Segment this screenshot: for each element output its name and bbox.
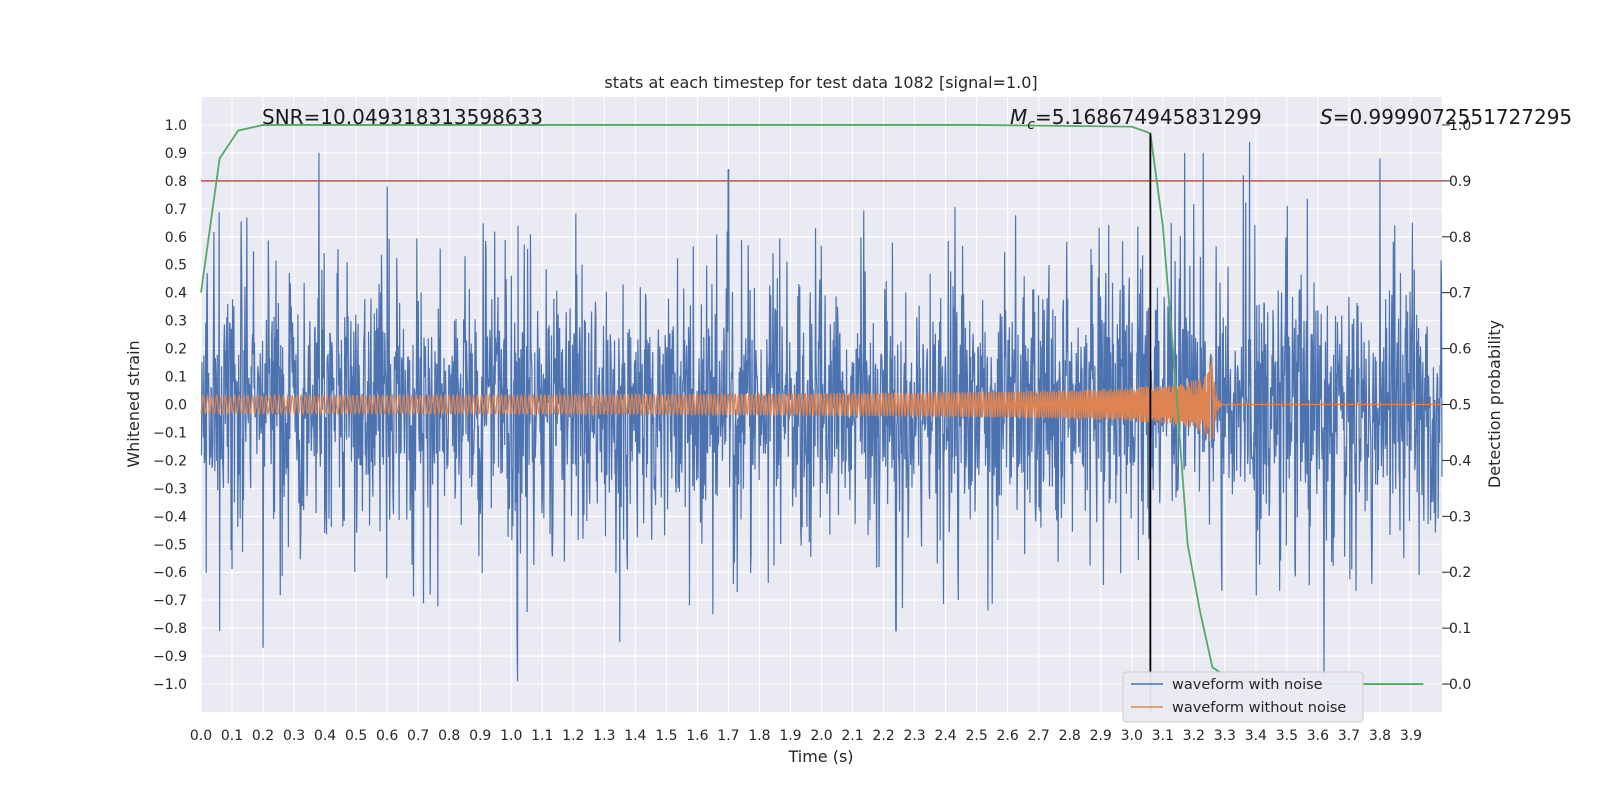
chart-title: stats at each timestep for test data 108… [604,73,1037,92]
x-tick-label: 3.0 [1121,728,1143,744]
y2-tick-label: 0.4 [1449,453,1471,469]
series-waveform-with-noise [200,141,1443,682]
x-tick-label: 3.6 [1307,728,1329,744]
y-tick-label: −0.4 [153,509,187,525]
y-tick-label: 0.1 [165,370,187,386]
y2-tick-label: 0.2 [1449,565,1471,581]
snr-annotation: SNR=10.049318313598633 [262,105,543,129]
chirp-mass-value: =5.168674945831299 [1035,105,1262,129]
x-tick-label: 2.3 [903,728,925,744]
x-axis-label: Time (s) [787,747,853,766]
x-tick-label: 0.0 [190,728,212,744]
x-tick-labels: 0.0 0.1 0.2 0.3 0.4 0.5 0.6 0.7 0.8 0.9 1.0 1.1 1.2 1… [190,728,1422,744]
x-tick-label: 2.5 [965,728,987,744]
x-tick-label: 0.4 [314,728,336,744]
x-tick-label: 3.2 [1183,728,1205,744]
y2-tick-label: 0.1 [1449,621,1471,637]
x-tick-label: 1.9 [779,728,801,744]
y2-tick-label: 1.0 [1449,118,1471,134]
x-tick-label: 1.7 [717,728,739,744]
x-tick-label: 1.5 [655,728,677,744]
x-tick-label: 2.8 [1059,728,1081,744]
x-tick-label: 0.9 [469,728,491,744]
x-tick-label: 0.5 [345,728,367,744]
x-tick-label: 2.6 [997,728,1019,744]
legend-label-noise: waveform with noise [1172,677,1323,693]
y-tick-label: 0.0 [165,398,187,414]
y-tick-label: 0.3 [165,314,187,330]
y-tick-label: 1.0 [165,118,187,134]
chirp-mass-subscript: c [1027,117,1035,133]
x-tick-label: 1.0 [500,728,522,744]
x-tick-label: 3.3 [1214,728,1236,744]
y-tick-label: 0.6 [165,230,187,246]
y2-tick-label: 0.9 [1449,174,1471,190]
x-tick-label: 0.6 [376,728,398,744]
score-annotation: S=0.9999072551727295 [1320,105,1572,129]
x-tick-label: 1.8 [748,728,770,744]
x-tick-label: 1.3 [593,728,615,744]
y-tick-label: −0.6 [153,565,187,581]
y-tick-label: −1.0 [153,677,187,693]
line-waveform-without-noise [200,356,1442,442]
y-tick-label: 0.9 [165,146,187,162]
y-tick-label: −0.8 [153,621,187,637]
x-tick-label: 2.1 [841,728,863,744]
x-tick-label: 2.0 [810,728,832,744]
x-tick-label: 1.6 [686,728,708,744]
y-tick-label: 0.2 [165,342,187,358]
y2-tick-label: 0.0 [1449,677,1471,693]
x-tick-label: 3.9 [1400,728,1422,744]
legend-label-clean: waveform without noise [1172,700,1346,716]
y-tick-label: −0.9 [153,649,187,665]
series-waveform-without-noise [200,356,1442,442]
x-tick-label: 0.1 [221,728,243,744]
x-tick-label: 0.7 [407,728,429,744]
chirp-mass-annotation: Mc=5.168674945831299 [1010,105,1262,133]
y-tick-labels: 1.0 0.9 0.8 0.7 0.6 0.5 0.4 0.3 0.2 0.1 0.0 −0.1 −0.… [153,118,187,693]
y2-axis-label: Detection probability [1485,320,1504,488]
x-tick-label: 3.8 [1369,728,1391,744]
y-tick-label: 0.4 [165,286,187,302]
x-tick-label: 2.7 [1028,728,1050,744]
y2-tick-label: 0.7 [1449,286,1471,302]
x-tick-label: 0.2 [252,728,274,744]
x-tick-label: 1.4 [624,728,646,744]
y-tick-label: 0.8 [165,174,187,190]
y-tick-label: 0.7 [165,202,187,218]
y2-tick-label: 0.8 [1449,230,1471,246]
x-tick-label: 3.1 [1152,728,1174,744]
legend: waveform with noise waveform without noi… [1122,671,1364,723]
y2-tick-label: 0.3 [1449,509,1471,525]
y-tick-label: −0.5 [153,537,187,553]
line-waveform-with-noise [200,141,1443,682]
y2-tick-label: 0.5 [1449,398,1471,414]
x-tick-label: 2.4 [934,728,956,744]
legend-box [1122,671,1364,723]
y-tick-label: −0.2 [153,453,187,469]
y-axis-label: Whitened strain [124,340,143,467]
chirp-mass-symbol: M [1010,105,1027,129]
x-tick-label: 0.3 [283,728,305,744]
y2-tick-label: 0.6 [1449,342,1471,358]
x-tick-label: 3.4 [1245,728,1267,744]
y-tick-label: −0.1 [153,425,187,441]
x-tick-label: 1.2 [562,728,584,744]
x-tick-label: 0.8 [438,728,460,744]
x-tick-label: 2.9 [1090,728,1112,744]
x-tick-label: 2.2 [872,728,894,744]
score-value: =0.9999072551727295 [1333,105,1572,129]
x-tick-label: 3.5 [1276,728,1298,744]
y-tick-label: −0.3 [153,481,187,497]
y-tick-label: 0.5 [165,258,187,274]
score-symbol: S [1320,105,1333,129]
y2-tick-labels: 1.0 0.9 0.8 0.7 0.6 0.5 0.4 0.3 0.2 0.1 0.0 [1442,118,1471,693]
x-tick-label: 3.7 [1338,728,1360,744]
y-tick-label: −0.7 [153,593,187,609]
x-tick-label: 1.1 [531,728,553,744]
